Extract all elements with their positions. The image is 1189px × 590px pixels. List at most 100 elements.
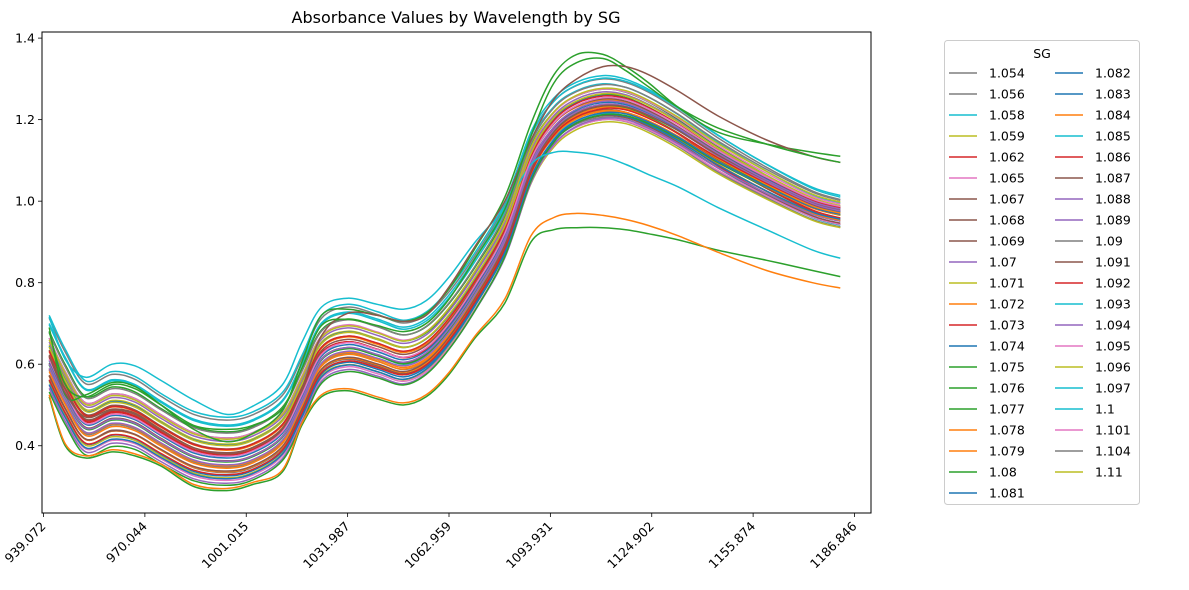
plot-area-frame	[41, 31, 872, 514]
legend-item: 1.09	[1055, 234, 1123, 249]
legend-item: 1.077	[949, 402, 1025, 417]
legend-item: 1.056	[949, 87, 1025, 102]
x-tick-label: 1093.931	[503, 519, 556, 572]
y-tick-label: 1.0	[15, 194, 35, 209]
legend-item: 1.096	[1055, 360, 1131, 375]
legend-label: 1.07	[989, 255, 1017, 270]
y-tick-label: 1.2	[15, 112, 35, 127]
legend-label: 1.093	[1095, 297, 1131, 312]
series-line-45	[48, 57, 841, 431]
legend-label: 1.097	[1095, 381, 1131, 396]
legend-item: 1.091	[1055, 255, 1131, 270]
legend-item: 1.076	[949, 381, 1025, 396]
series-line-32	[48, 74, 841, 418]
legend-item: 1.073	[949, 318, 1025, 333]
legend-label: 1.092	[1095, 276, 1131, 291]
legend-label: 1.089	[1095, 213, 1131, 228]
legend-label: 1.078	[989, 423, 1025, 438]
legend-label: 1.101	[1095, 423, 1131, 438]
series-line-25	[48, 107, 841, 476]
legend-item: 1.059	[949, 129, 1025, 144]
legend-item: 1.079	[949, 444, 1025, 459]
legend-label: 1.082	[1095, 66, 1131, 81]
legend-item: 1.058	[949, 108, 1025, 123]
legend-label: 1.072	[989, 297, 1025, 312]
series-line-9	[48, 117, 841, 484]
legend-item: 1.085	[1055, 129, 1131, 144]
legend-label: 1.083	[1095, 87, 1131, 102]
legend-title: SG	[1033, 46, 1051, 61]
series-line-36	[48, 77, 841, 426]
legend-label: 1.1	[1095, 402, 1115, 417]
legend-label: 1.076	[989, 381, 1025, 396]
legend-label: 1.095	[1095, 339, 1131, 354]
legend-item: 1.082	[1055, 66, 1131, 81]
legend-label: 1.065	[989, 171, 1025, 186]
legend-label: 1.054	[989, 66, 1025, 81]
legend-item: 1.07	[949, 255, 1017, 270]
series-line-35	[48, 92, 841, 447]
x-tick-label: 939.072	[1, 519, 48, 566]
legend-label: 1.069	[989, 234, 1025, 249]
legend-item: 1.1	[1055, 402, 1115, 417]
legend-label: 1.094	[1095, 318, 1131, 333]
series-line-34	[48, 88, 841, 439]
series-line-39	[48, 83, 841, 434]
series-line-30	[48, 104, 841, 472]
legend-item: 1.062	[949, 150, 1025, 165]
legend-label: 1.086	[1095, 150, 1131, 165]
legend-label: 1.08	[989, 465, 1017, 480]
series-lines	[48, 51, 841, 492]
legend-item: 1.078	[949, 423, 1025, 438]
y-axis: 0.4 0.6 0.8 1.0 1.2 1.4	[15, 31, 42, 453]
series-line-43	[48, 212, 841, 490]
series-line-24	[48, 82, 841, 427]
legend-item: 1.086	[1055, 150, 1131, 165]
legend-label: 1.079	[989, 444, 1025, 459]
series-line-37	[48, 150, 841, 416]
series-line-28	[48, 103, 841, 466]
legend-frame	[944, 40, 1140, 505]
series-line-40	[48, 87, 841, 440]
legend-label: 1.074	[989, 339, 1025, 354]
legend-item: 1.095	[1055, 339, 1131, 354]
legend-label: 1.11	[1095, 465, 1123, 480]
legend-label: 1.104	[1095, 444, 1131, 459]
legend-item: 1.094	[1055, 318, 1131, 333]
series-line-38	[48, 96, 841, 458]
legend-item: 1.088	[1055, 192, 1131, 207]
y-tick-label: 0.6	[15, 357, 35, 372]
legend-label: 1.058	[989, 108, 1025, 123]
series-line-33	[48, 100, 841, 462]
legend-label: 1.056	[989, 87, 1025, 102]
legend-label: 1.09	[1095, 234, 1123, 249]
x-tick-label: 1186.846	[807, 518, 860, 571]
legend-item: 1.067	[949, 192, 1025, 207]
legend-label: 1.088	[1095, 192, 1131, 207]
legend-label: 1.068	[989, 213, 1025, 228]
legend-label: 1.067	[989, 192, 1025, 207]
legend-item: 1.068	[949, 213, 1025, 228]
legend-label: 1.091	[1095, 255, 1131, 270]
legend-item: 1.074	[949, 339, 1025, 354]
chart-title: Absorbance Values by Wavelength by SG	[292, 8, 621, 27]
x-tick-label: 1124.902	[604, 519, 657, 572]
legend-label: 1.081	[989, 486, 1025, 501]
legend-item: 1.104	[1055, 444, 1131, 459]
legend-item: 1.075	[949, 360, 1025, 375]
legend-item: 1.092	[1055, 276, 1131, 291]
legend-label: 1.075	[989, 360, 1025, 375]
legend-item: 1.065	[949, 171, 1025, 186]
x-tick-label: 970.044	[103, 518, 150, 565]
series-line-31	[48, 95, 841, 451]
x-tick-label: 1062.959	[401, 518, 454, 571]
x-tick-label: 1001.015	[199, 519, 252, 572]
legend-label: 1.096	[1095, 360, 1131, 375]
legend-item: 1.054	[949, 66, 1025, 81]
legend-label: 1.059	[989, 129, 1025, 144]
series-line-3	[48, 120, 841, 479]
x-tick-label: 1155.874	[705, 518, 758, 571]
legend-label: 1.071	[989, 276, 1025, 291]
series-line-44	[48, 64, 841, 455]
